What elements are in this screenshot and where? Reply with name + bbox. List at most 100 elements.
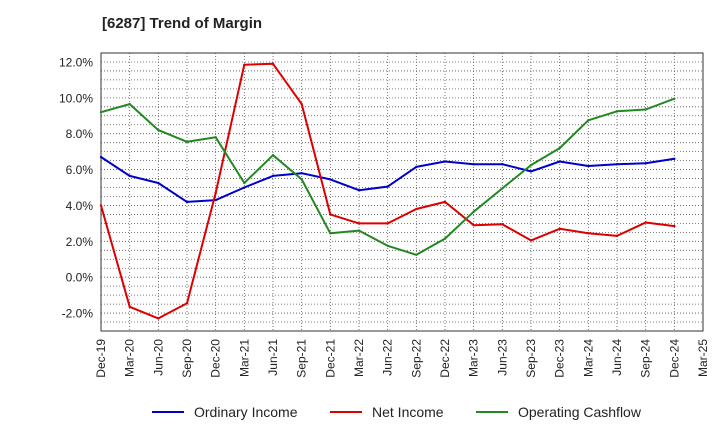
x-tick-label: Jun-21 bbox=[266, 339, 280, 376]
legend-label-net-income: Net Income bbox=[372, 404, 444, 420]
data-point-ordinary-income bbox=[501, 163, 504, 166]
data-point-net-income bbox=[128, 305, 131, 308]
x-tick-label: Dec-23 bbox=[553, 339, 567, 378]
x-tick-label: Jun-22 bbox=[381, 339, 395, 376]
legend-swatch-operating-cashflow bbox=[476, 411, 508, 413]
data-point-ordinary-income bbox=[644, 162, 647, 165]
x-tick-label: Jun-23 bbox=[495, 339, 509, 376]
data-point-net-income bbox=[386, 222, 389, 225]
x-tick-label: Dec-22 bbox=[438, 339, 452, 378]
data-point-operating-cashflow bbox=[271, 154, 275, 157]
data-point-operating-cashflow bbox=[157, 128, 160, 132]
data-point-ordinary-income bbox=[300, 171, 303, 175]
data-point-operating-cashflow bbox=[214, 136, 217, 139]
y-tick-label: 2.0% bbox=[66, 235, 94, 249]
chart-title: [6287] Trend of Margin bbox=[102, 15, 263, 32]
x-tick-label: Mar-24 bbox=[581, 339, 595, 377]
data-point-ordinary-income bbox=[329, 178, 332, 181]
data-point-ordinary-income bbox=[615, 163, 619, 166]
data-point-net-income bbox=[329, 213, 332, 216]
legend-label-ordinary-income: Ordinary Income bbox=[194, 404, 298, 420]
data-point-net-income bbox=[501, 223, 504, 226]
x-tick-label: Mar-22 bbox=[352, 339, 366, 377]
data-point-ordinary-income bbox=[558, 160, 561, 163]
x-tick-label: Mar-20 bbox=[123, 339, 137, 377]
data-point-net-income bbox=[558, 227, 561, 230]
data-point-net-income bbox=[529, 239, 533, 242]
data-point-operating-cashflow bbox=[415, 253, 418, 256]
data-point-operating-cashflow bbox=[472, 210, 475, 213]
x-tick-label: Sep-21 bbox=[295, 339, 309, 378]
data-point-net-income bbox=[357, 222, 361, 225]
data-point-ordinary-income bbox=[472, 163, 475, 166]
x-tick-label: Dec-21 bbox=[323, 339, 337, 378]
data-point-operating-cashflow bbox=[243, 181, 246, 185]
data-point-net-income bbox=[185, 302, 189, 305]
data-point-ordinary-income bbox=[128, 174, 131, 178]
data-point-net-income bbox=[99, 204, 103, 207]
legend-item-net-income: Net Income bbox=[330, 404, 444, 420]
data-point-operating-cashflow bbox=[558, 146, 561, 150]
data-point-ordinary-income bbox=[99, 155, 103, 159]
data-point-ordinary-income bbox=[443, 160, 447, 163]
data-point-net-income bbox=[587, 232, 590, 235]
x-tick-label: Sep-24 bbox=[639, 339, 653, 378]
plot-area-frame bbox=[100, 52, 704, 332]
y-tick-label: -2.0% bbox=[62, 307, 94, 321]
legend-swatch-ordinary-income bbox=[152, 411, 184, 413]
y-tick-label: 4.0% bbox=[66, 199, 94, 213]
data-point-ordinary-income bbox=[587, 164, 590, 168]
x-tick-label: Jun-20 bbox=[151, 339, 165, 376]
data-point-operating-cashflow bbox=[386, 244, 389, 248]
legend-label-operating-cashflow: Operating Cashflow bbox=[518, 404, 641, 420]
data-point-net-income bbox=[214, 191, 217, 195]
data-point-operating-cashflow bbox=[443, 237, 447, 240]
data-point-net-income bbox=[615, 234, 619, 238]
data-point-operating-cashflow bbox=[329, 232, 332, 235]
data-point-operating-cashflow bbox=[673, 97, 676, 100]
y-tick-label: 8.0% bbox=[66, 127, 94, 141]
data-point-net-income bbox=[300, 102, 303, 106]
x-tick-label: Dec-24 bbox=[667, 339, 681, 378]
data-point-operating-cashflow bbox=[529, 163, 533, 167]
y-tick-label: 10.0% bbox=[59, 91, 93, 105]
data-point-operating-cashflow bbox=[587, 119, 590, 122]
x-tick-label: Mar-25 bbox=[696, 339, 710, 377]
x-tick-label: Sep-22 bbox=[409, 339, 423, 378]
legend-item-ordinary-income: Ordinary Income bbox=[152, 404, 297, 420]
x-tick-label: Jun-24 bbox=[610, 339, 624, 376]
data-point-ordinary-income bbox=[357, 189, 361, 192]
legend-item-operating-cashflow: Operating Cashflow bbox=[476, 404, 641, 420]
x-tick-label: Dec-19 bbox=[94, 339, 108, 378]
y-tick-label: 12.0% bbox=[59, 55, 93, 69]
legend-swatch-net-income bbox=[330, 411, 362, 413]
data-point-ordinary-income bbox=[243, 186, 246, 189]
data-point-operating-cashflow bbox=[185, 140, 189, 143]
data-point-ordinary-income bbox=[673, 157, 676, 161]
x-tick-label: Mar-23 bbox=[467, 339, 481, 377]
data-point-ordinary-income bbox=[271, 174, 275, 178]
x-tick-label: Dec-20 bbox=[209, 339, 223, 378]
data-point-operating-cashflow bbox=[99, 110, 103, 114]
y-tick-label: 0.0% bbox=[66, 271, 94, 285]
data-point-operating-cashflow bbox=[357, 229, 361, 232]
data-point-ordinary-income bbox=[415, 165, 418, 169]
data-point-ordinary-income bbox=[185, 200, 189, 204]
data-point-net-income bbox=[157, 317, 160, 320]
x-tick-label: Sep-20 bbox=[180, 339, 194, 378]
data-point-net-income bbox=[443, 200, 447, 204]
data-point-net-income bbox=[415, 207, 418, 211]
data-point-net-income bbox=[673, 224, 676, 228]
data-point-ordinary-income bbox=[214, 198, 217, 202]
data-point-operating-cashflow bbox=[615, 110, 619, 113]
x-tick-label: Mar-21 bbox=[237, 339, 251, 377]
data-point-operating-cashflow bbox=[644, 108, 647, 111]
data-point-net-income bbox=[644, 221, 647, 224]
data-point-ordinary-income bbox=[157, 181, 160, 185]
data-point-operating-cashflow bbox=[501, 187, 504, 190]
y-tick-label: 6.0% bbox=[66, 163, 94, 177]
data-point-ordinary-income bbox=[529, 170, 533, 173]
data-point-operating-cashflow bbox=[300, 178, 303, 181]
data-point-ordinary-income bbox=[386, 185, 389, 188]
data-point-net-income bbox=[243, 63, 246, 66]
